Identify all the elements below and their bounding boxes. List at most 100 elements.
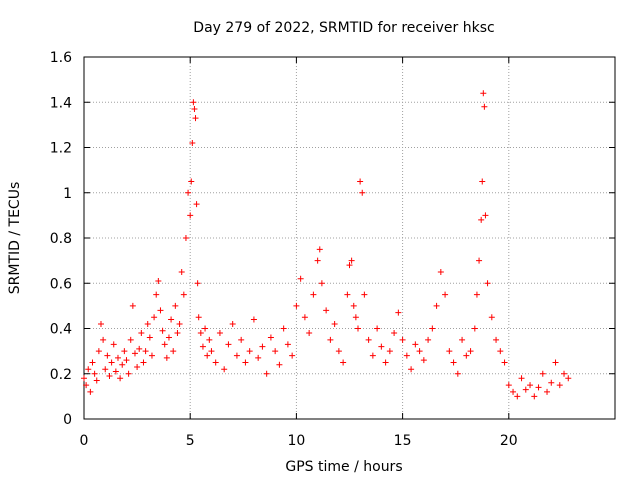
data-point — [93, 377, 100, 384]
data-point — [482, 212, 489, 219]
data-point — [112, 368, 119, 375]
data-point — [176, 320, 183, 327]
data-point — [168, 316, 175, 323]
data-point — [416, 348, 423, 355]
data-point — [212, 359, 219, 366]
data-point — [225, 341, 232, 348]
data-point — [310, 291, 317, 298]
data-point — [108, 359, 115, 366]
data-point — [408, 366, 415, 373]
data-point — [187, 212, 194, 219]
data-point — [206, 336, 213, 343]
data-point — [450, 359, 457, 366]
data-point — [429, 325, 436, 332]
data-point — [289, 352, 296, 359]
data-point — [138, 330, 145, 337]
data-point — [378, 343, 385, 350]
data-point — [497, 348, 504, 355]
data-point — [221, 366, 228, 373]
data-point — [354, 325, 361, 332]
data-point — [412, 341, 419, 348]
data-point — [140, 359, 147, 366]
data-point — [527, 382, 534, 389]
data-point — [131, 350, 138, 357]
data-point — [172, 302, 179, 309]
data-point — [480, 90, 487, 97]
data-point — [151, 314, 158, 321]
data-point — [208, 348, 215, 355]
data-point — [425, 336, 432, 343]
data-point — [501, 359, 508, 366]
data-point — [531, 393, 538, 400]
data-point — [297, 275, 304, 282]
data-point — [193, 201, 200, 208]
data-point — [479, 178, 486, 185]
data-point — [174, 330, 181, 337]
y-tick-label: 0.6 — [50, 276, 72, 292]
data-point — [318, 280, 325, 287]
data-point — [374, 325, 381, 332]
data-point — [386, 348, 393, 355]
data-point — [216, 330, 223, 337]
y-tick-label: 0.2 — [50, 367, 72, 383]
data-point — [340, 359, 347, 366]
data-point — [148, 352, 155, 359]
data-point — [369, 352, 376, 359]
data-point — [242, 359, 249, 366]
data-point — [488, 314, 495, 321]
data-point — [437, 268, 444, 275]
data-point — [255, 354, 262, 361]
x-axis-label: GPS time / hours — [285, 459, 402, 475]
data-point — [561, 370, 568, 377]
data-point — [280, 325, 287, 332]
data-point — [104, 352, 111, 359]
data-point — [301, 314, 308, 321]
data-point — [102, 366, 109, 373]
data-point — [100, 336, 107, 343]
data-point — [344, 291, 351, 298]
data-point — [89, 359, 96, 366]
data-point — [159, 327, 166, 334]
data-point — [459, 336, 466, 343]
data-point — [556, 382, 563, 389]
data-point — [518, 375, 525, 382]
data-point — [117, 375, 124, 382]
data-point — [127, 336, 134, 343]
data-point — [188, 178, 195, 185]
data-point — [473, 291, 480, 298]
data-point — [185, 189, 192, 196]
data-point — [123, 357, 130, 364]
data-point — [161, 341, 168, 348]
data-point — [229, 320, 236, 327]
data-point — [493, 336, 500, 343]
data-point — [382, 359, 389, 366]
data-point — [119, 361, 126, 368]
data-point — [121, 348, 128, 355]
data-point — [565, 375, 572, 382]
data-point — [81, 375, 87, 382]
data-point — [110, 341, 117, 348]
data-point — [467, 348, 474, 355]
data-point — [359, 189, 366, 196]
y-tick-label: 1.6 — [50, 50, 72, 66]
data-point — [180, 291, 187, 298]
data-point — [178, 268, 185, 275]
data-point — [314, 257, 321, 264]
data-point — [514, 393, 521, 400]
data-point — [199, 343, 206, 350]
data-point — [194, 280, 201, 287]
data-point — [250, 316, 257, 323]
data-point — [293, 302, 300, 309]
data-point — [153, 291, 160, 298]
y-tick-label: 1.4 — [50, 95, 72, 111]
data-point — [284, 341, 291, 348]
data-point — [484, 280, 491, 287]
data-point — [134, 363, 141, 370]
data-point — [246, 348, 253, 355]
data-point — [471, 325, 478, 332]
data-point — [357, 178, 364, 185]
data-point — [454, 370, 461, 377]
y-tick-label: 0 — [63, 412, 72, 428]
data-point — [350, 302, 357, 309]
data-point — [352, 314, 359, 321]
